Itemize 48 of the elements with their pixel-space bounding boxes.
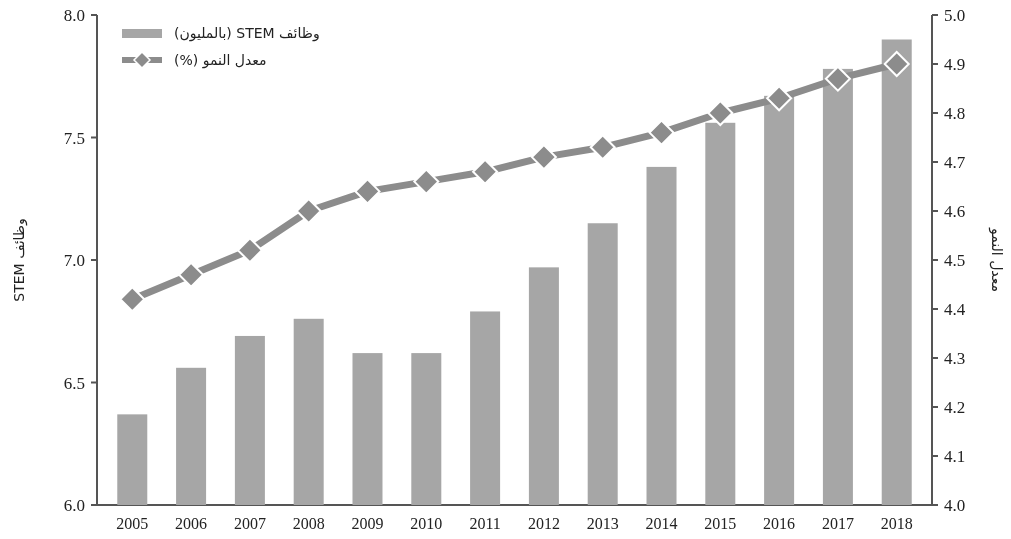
legend-label: وظائف STEM (بالمليون): [174, 25, 320, 42]
x-tick-label: 2010: [410, 515, 443, 532]
y2-tick-label: 4.7: [944, 153, 966, 172]
y2-tick-label: 4.6: [944, 202, 966, 221]
point: [707, 100, 734, 126]
y-tick-label: 8.0: [63, 6, 85, 25]
x-tick-label: 2011: [469, 515, 501, 532]
point: [295, 198, 322, 224]
x-tick-label: 2009: [351, 515, 384, 532]
x-tick-label: 2018: [880, 515, 913, 532]
y-tick-label: 6.0: [63, 496, 85, 515]
x-tick-label: 2013: [586, 515, 619, 532]
x-tick-label: 2005: [116, 515, 149, 532]
x-tick-label: 2016: [763, 515, 796, 532]
point: [589, 134, 616, 161]
y-tick-label: 6.5: [63, 373, 85, 393]
point: [413, 168, 440, 195]
point: [354, 178, 381, 205]
point: [119, 286, 146, 313]
x-tick-label: 2014: [645, 515, 678, 532]
point: [648, 119, 675, 146]
x-tick-label: 2012: [527, 515, 560, 532]
point: [883, 51, 910, 77]
point: [530, 144, 557, 171]
y2-tick-label: 4.9: [944, 55, 966, 74]
point: [472, 158, 499, 185]
point: [824, 65, 851, 92]
legend-label: معدل النمو (%): [174, 52, 267, 69]
x-tick-label: 2008: [292, 515, 325, 532]
point: [178, 261, 205, 288]
y2-tick-label: 4.2: [944, 398, 966, 417]
y2-tick-label: 4.3: [944, 349, 966, 368]
y2-axis-title: معدل النمو: [988, 227, 1005, 292]
point: [766, 85, 793, 112]
y-tick-label: 7.5: [63, 128, 85, 148]
y2-tick-label: 4.0: [944, 496, 966, 515]
y2-tick-label: 4.4: [944, 300, 966, 319]
point: [236, 237, 263, 264]
y2-tick-label: 4.5: [944, 251, 966, 270]
y-axis-title: وظائف STEM: [11, 218, 28, 302]
y2-tick-label: 5.0: [944, 6, 966, 25]
x-tick-label: 2015: [704, 515, 737, 532]
x-tick-label: 2006: [175, 515, 208, 532]
x-tick-label: 2017: [821, 515, 854, 532]
y2-tick-label: 4.8: [944, 104, 966, 123]
y-tick-label: 7.0: [63, 251, 85, 270]
x-tick-label: 2007: [233, 515, 266, 532]
y2-tick-label: 4.1: [944, 447, 966, 466]
